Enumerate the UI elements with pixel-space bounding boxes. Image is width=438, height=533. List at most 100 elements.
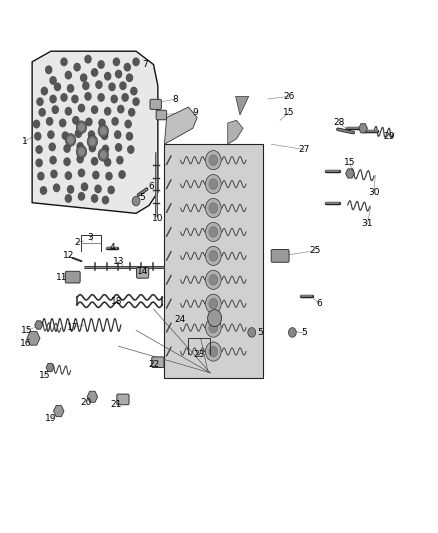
Polygon shape xyxy=(228,120,243,144)
Circle shape xyxy=(67,185,74,193)
Text: 14: 14 xyxy=(137,268,148,276)
Circle shape xyxy=(86,118,92,126)
Circle shape xyxy=(92,106,98,114)
Circle shape xyxy=(77,143,83,150)
FancyBboxPatch shape xyxy=(271,249,289,262)
Circle shape xyxy=(74,63,80,71)
Circle shape xyxy=(61,58,67,66)
Circle shape xyxy=(60,119,66,127)
Circle shape xyxy=(36,146,42,154)
Circle shape xyxy=(78,169,85,176)
Circle shape xyxy=(85,55,91,63)
Circle shape xyxy=(209,227,218,237)
Text: 5: 5 xyxy=(140,193,145,202)
Text: 19: 19 xyxy=(45,414,57,423)
Circle shape xyxy=(102,196,109,204)
Circle shape xyxy=(35,133,41,140)
Circle shape xyxy=(98,125,109,138)
Circle shape xyxy=(79,149,84,155)
Circle shape xyxy=(119,171,125,178)
Text: 27: 27 xyxy=(298,145,310,154)
Text: 7: 7 xyxy=(142,60,148,69)
Circle shape xyxy=(81,74,87,82)
Circle shape xyxy=(124,63,131,71)
Circle shape xyxy=(209,274,218,285)
Text: 13: 13 xyxy=(113,257,124,265)
Circle shape xyxy=(78,148,85,156)
Circle shape xyxy=(65,134,76,147)
Text: 17: 17 xyxy=(67,323,78,332)
Circle shape xyxy=(113,58,120,66)
Circle shape xyxy=(81,183,88,190)
Circle shape xyxy=(88,131,95,139)
Circle shape xyxy=(205,174,221,193)
Text: 23: 23 xyxy=(194,350,205,359)
Circle shape xyxy=(36,159,42,166)
Circle shape xyxy=(101,152,106,158)
Text: 25: 25 xyxy=(309,246,321,255)
Circle shape xyxy=(209,322,218,333)
Circle shape xyxy=(125,120,131,128)
Circle shape xyxy=(132,196,140,206)
Circle shape xyxy=(46,118,53,125)
Circle shape xyxy=(131,87,137,95)
Circle shape xyxy=(96,81,102,88)
Circle shape xyxy=(68,137,73,143)
Text: 2: 2 xyxy=(74,238,80,247)
Circle shape xyxy=(52,106,58,114)
Text: 9: 9 xyxy=(192,108,198,117)
Circle shape xyxy=(133,58,139,66)
Circle shape xyxy=(67,85,74,92)
Circle shape xyxy=(115,131,121,139)
Polygon shape xyxy=(27,332,40,345)
Circle shape xyxy=(106,172,112,180)
Circle shape xyxy=(129,109,135,116)
Circle shape xyxy=(33,120,39,128)
Text: 6: 6 xyxy=(148,182,154,191)
Circle shape xyxy=(105,159,111,166)
Circle shape xyxy=(100,127,106,135)
Polygon shape xyxy=(35,321,42,329)
Circle shape xyxy=(92,195,98,202)
Text: 10: 10 xyxy=(152,214,164,223)
Circle shape xyxy=(51,170,57,177)
Circle shape xyxy=(102,146,109,153)
Circle shape xyxy=(208,310,222,327)
Text: 15: 15 xyxy=(21,326,33,335)
Circle shape xyxy=(288,328,296,337)
Circle shape xyxy=(205,294,221,313)
Circle shape xyxy=(209,346,218,357)
Circle shape xyxy=(54,83,60,91)
Text: 30: 30 xyxy=(368,188,380,197)
Circle shape xyxy=(78,192,85,200)
Circle shape xyxy=(209,203,218,213)
Text: 15: 15 xyxy=(344,158,356,167)
FancyBboxPatch shape xyxy=(65,271,80,283)
Circle shape xyxy=(37,98,43,106)
Circle shape xyxy=(38,172,44,180)
Text: 8: 8 xyxy=(173,94,178,103)
Circle shape xyxy=(116,144,122,151)
Circle shape xyxy=(48,131,54,139)
Circle shape xyxy=(90,139,95,145)
Circle shape xyxy=(83,82,89,90)
Text: 3: 3 xyxy=(87,233,93,242)
Circle shape xyxy=(50,95,56,103)
Text: 18: 18 xyxy=(111,296,122,305)
Circle shape xyxy=(116,70,122,78)
Circle shape xyxy=(76,121,87,134)
Circle shape xyxy=(133,98,139,106)
Circle shape xyxy=(209,179,218,189)
Circle shape xyxy=(118,106,124,113)
Circle shape xyxy=(64,145,70,152)
Circle shape xyxy=(209,298,218,309)
Circle shape xyxy=(49,143,55,151)
Circle shape xyxy=(205,198,221,217)
Circle shape xyxy=(85,93,91,100)
FancyBboxPatch shape xyxy=(156,110,166,120)
Text: 12: 12 xyxy=(63,252,74,260)
Circle shape xyxy=(79,124,84,131)
Circle shape xyxy=(93,171,99,179)
Circle shape xyxy=(205,270,221,289)
Polygon shape xyxy=(346,169,354,178)
